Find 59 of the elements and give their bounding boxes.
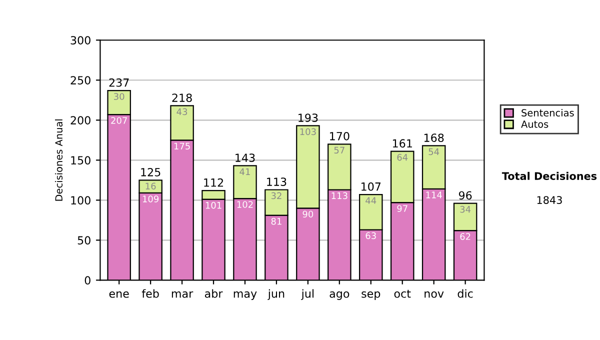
data-label: 109 xyxy=(142,196,159,202)
x-tick-label: ago xyxy=(330,291,350,300)
y-tick-label: 100 xyxy=(71,196,90,205)
x-tick-label: may xyxy=(234,291,257,300)
x-tick-label: sep xyxy=(362,291,380,300)
y-tick-label: 50 xyxy=(78,236,90,245)
y-tick-label: 300 xyxy=(70,36,90,44)
data-label: 62 xyxy=(460,233,470,240)
data-label: 30 xyxy=(114,93,124,100)
x-tick-label: abr xyxy=(204,289,223,298)
y-tick-label: 200 xyxy=(70,116,90,125)
data-label: 97 xyxy=(397,205,408,212)
x-tick-label: nov xyxy=(424,291,444,298)
data-label: 64 xyxy=(397,154,408,161)
data-label: 175 xyxy=(174,142,190,150)
data-label: 63 xyxy=(366,232,376,240)
total-label: 96 xyxy=(458,191,472,200)
legend-label: Sentencias xyxy=(522,108,574,116)
data-label: 81 xyxy=(271,218,282,225)
data-label: 90 xyxy=(302,210,314,218)
total-label: 218 xyxy=(172,94,192,102)
x-tick-label: mar xyxy=(172,291,194,298)
data-label: 32 xyxy=(271,192,282,200)
data-label: 114 xyxy=(426,192,442,198)
data-label: 43 xyxy=(176,108,188,116)
total-label: 170 xyxy=(330,132,350,140)
x-tick-label: feb xyxy=(142,289,159,298)
x-tick-label: oct xyxy=(394,290,411,298)
total-label: 193 xyxy=(298,114,318,122)
data-label: 34 xyxy=(460,206,471,213)
data-label: 101 xyxy=(206,202,222,209)
total-label: 107 xyxy=(362,182,381,191)
total-label: 168 xyxy=(424,134,444,142)
data-label: 57 xyxy=(334,146,344,154)
total-label: 237 xyxy=(109,78,129,87)
data-label: 44 xyxy=(366,197,376,204)
data-label: 41 xyxy=(240,168,250,175)
x-tick-label: jul xyxy=(301,289,314,300)
data-label: 103 xyxy=(300,128,316,136)
legend-label: Autos xyxy=(521,120,548,128)
x-tick-label: ene xyxy=(109,291,129,298)
text: 1843 xyxy=(537,196,562,204)
x-tick-label: dic xyxy=(458,289,473,298)
y-axis-title: Decisiones Anual xyxy=(55,119,63,201)
data-label: 54 xyxy=(428,148,440,156)
y-tick-label: 0 xyxy=(84,276,90,285)
total-label: 125 xyxy=(141,168,160,176)
total-label: 112 xyxy=(204,178,223,187)
total-label: 143 xyxy=(236,154,255,162)
x-tick-label: jun xyxy=(268,289,284,300)
y-tick-label: 250 xyxy=(70,76,90,85)
data-label: 207 xyxy=(111,117,127,124)
data-label: 113 xyxy=(332,192,348,200)
data-label: 16 xyxy=(146,182,156,190)
total-label: 161 xyxy=(392,139,412,148)
text: Total Decisiones xyxy=(502,172,597,180)
y-tick-label: 150 xyxy=(71,156,90,165)
total-label: 113 xyxy=(267,178,286,186)
data-label: 102 xyxy=(237,201,253,208)
